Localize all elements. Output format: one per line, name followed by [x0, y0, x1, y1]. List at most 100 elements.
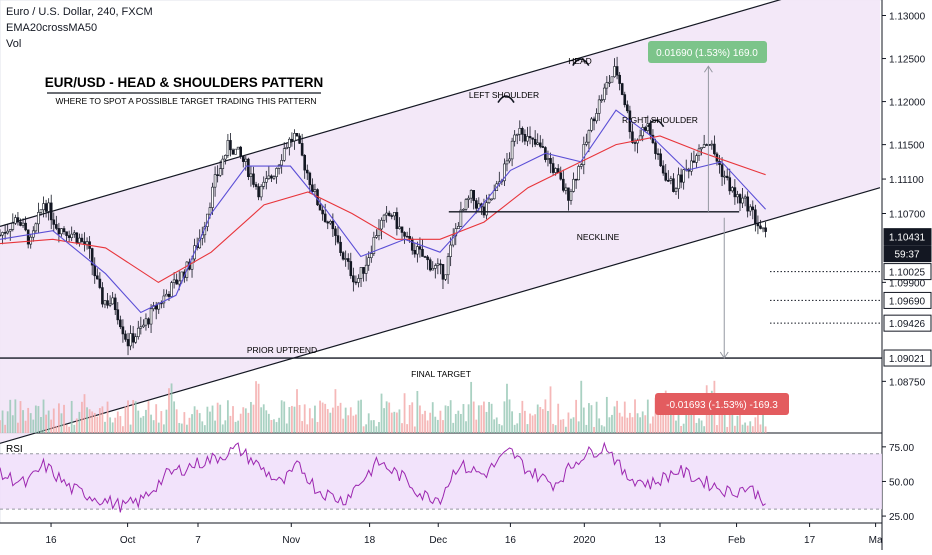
volume-bar: [252, 404, 255, 433]
candle-body: [6, 230, 9, 234]
candle-body: [623, 94, 627, 106]
volume-bar: [24, 420, 27, 433]
volume-bar: [55, 425, 58, 433]
volume-bar: [728, 408, 731, 433]
volume-bar: [27, 407, 30, 433]
volume-bar: [644, 415, 647, 433]
ma50-line: [0, 135, 766, 284]
candle-body: [503, 163, 506, 182]
candle-body: [661, 165, 665, 174]
volume-bar: [634, 399, 636, 433]
volume-bar: [524, 410, 526, 433]
candle-body: [272, 176, 276, 179]
volume-bar: [267, 413, 270, 433]
candle-body: [113, 297, 117, 311]
candle-body: [723, 175, 726, 178]
volume-bar: [403, 393, 406, 433]
candle-body: [326, 221, 330, 224]
volume-bar: [244, 408, 247, 433]
candle-body: [538, 142, 542, 147]
candle-body: [267, 175, 271, 179]
candle-body: [526, 136, 529, 142]
volume-bar: [57, 403, 60, 433]
candle-body: [249, 173, 253, 177]
candle-body: [605, 82, 609, 89]
candle-body: [369, 253, 373, 259]
indicator-ema-cross[interactable]: EMA20crossMA50: [6, 22, 98, 34]
volume-bar: [416, 390, 419, 433]
volume-bar: [598, 418, 601, 433]
candle-body: [549, 158, 552, 164]
candle-body: [421, 248, 424, 257]
volume-bar: [426, 420, 429, 433]
volume-bar: [490, 403, 493, 433]
indicator-volume[interactable]: Vol: [6, 38, 22, 50]
volume-bar: [759, 424, 762, 433]
volume-bar: [585, 424, 588, 433]
volume-bar: [216, 402, 219, 433]
price-tick-label: 1.11500: [889, 141, 925, 152]
candle-body: [505, 160, 509, 165]
candle-body: [395, 212, 399, 229]
volume-bar: [150, 414, 152, 433]
volume-bar: [221, 424, 224, 433]
volume-bar: [439, 410, 442, 433]
volume-bar: [731, 404, 734, 433]
candle-body: [457, 226, 460, 230]
volume-bar: [739, 411, 741, 433]
volume-bar: [744, 422, 747, 433]
candle-body: [528, 136, 532, 139]
candle-body: [439, 263, 442, 266]
volume-bar: [285, 423, 288, 433]
candle-body: [710, 143, 714, 146]
volume-bar: [29, 413, 32, 433]
candle-body: [119, 319, 122, 328]
volume-bar: [40, 416, 42, 433]
volume-bar: [162, 424, 165, 433]
candle-body: [633, 142, 637, 144]
volume-bar: [452, 422, 455, 433]
candle-body: [78, 237, 81, 244]
volume-bar: [139, 417, 142, 433]
volume-bar: [636, 413, 639, 433]
volume-bar: [321, 402, 324, 433]
candle-body: [746, 196, 749, 212]
volume-bar: [173, 401, 176, 433]
volume-bar: [457, 410, 460, 433]
candle-body: [262, 181, 266, 187]
candle-body: [467, 197, 470, 200]
candle-body: [303, 155, 307, 171]
volume-bar: [229, 415, 232, 433]
time-tick-label: Dec: [429, 535, 447, 546]
volume-bar: [380, 393, 383, 433]
candle-body: [567, 187, 570, 201]
volume-bar: [646, 399, 649, 433]
candle-body: [738, 194, 742, 204]
candle-body: [136, 327, 140, 338]
candle-body: [741, 197, 744, 204]
candle-body: [590, 118, 593, 131]
candle-body: [731, 187, 734, 192]
volume-bar: [447, 406, 449, 433]
candle-body: [208, 207, 212, 215]
volume-bar: [434, 416, 437, 433]
volume-bar: [526, 424, 529, 433]
candle-body: [144, 318, 148, 326]
volume-bar: [165, 409, 168, 433]
volume-bar: [488, 401, 490, 433]
volume-bar: [191, 414, 193, 433]
candle-body: [139, 326, 143, 329]
price-label: 59:37: [894, 250, 919, 261]
candle-body: [357, 278, 360, 283]
candle-body: [34, 223, 38, 232]
candle-body: [380, 219, 383, 230]
candle-body: [533, 138, 537, 145]
volume-bar: [700, 420, 703, 433]
candle-body: [462, 208, 465, 211]
volume-bar: [746, 425, 749, 433]
volume-bar: [132, 399, 135, 433]
volume-bar: [134, 401, 137, 433]
volume-bar: [511, 411, 514, 433]
